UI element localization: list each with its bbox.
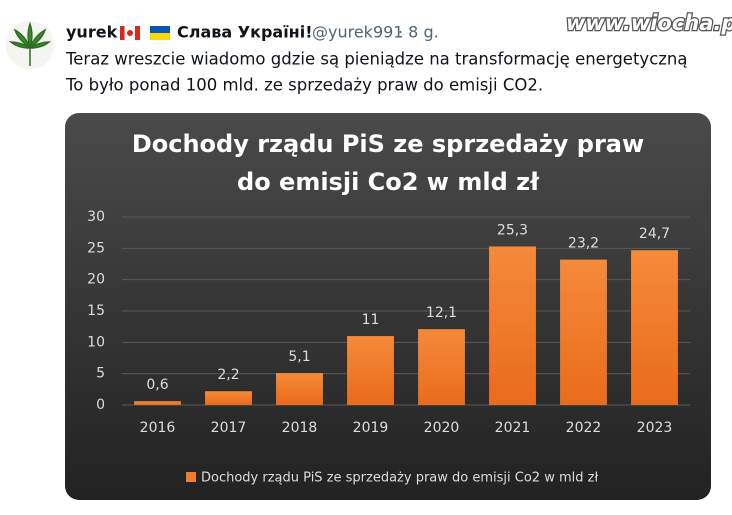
- author-handle[interactable]: @yurek991: [312, 23, 403, 42]
- tweet-text: To było ponad 100 mld. ze sprzedaży praw…: [65, 76, 543, 95]
- y-tick-label: 25: [87, 240, 105, 256]
- watermark: www.wiocha.pl: [566, 11, 732, 35]
- value-label: 24,7: [639, 226, 670, 242]
- author-tagline: Слава Україні!: [177, 23, 313, 42]
- y-tick-label: 5: [96, 366, 105, 382]
- legend-swatch: [186, 472, 196, 482]
- y-tick-label: 15: [87, 303, 105, 319]
- value-label: 0,6: [146, 377, 168, 393]
- x-tick-label: 2017: [211, 420, 247, 436]
- avatar-leaf: [8, 21, 52, 66]
- tweet-text: Teraz wreszcie wiadomo gdzie są pieniądz…: [65, 50, 688, 69]
- value-label: 25,3: [497, 222, 528, 238]
- flag-ca: [120, 25, 140, 41]
- bar: [489, 246, 536, 405]
- post-time[interactable]: · 8 g.: [398, 23, 439, 42]
- flag-ua: [150, 26, 170, 40]
- y-tick-label: 10: [87, 334, 105, 350]
- y-tick-label: 20: [87, 272, 105, 288]
- y-tick-label: 0: [96, 397, 105, 413]
- bar: [205, 391, 252, 405]
- bar: [134, 401, 181, 405]
- bar: [418, 329, 465, 405]
- x-tick-label: 2021: [495, 420, 531, 436]
- chart-title: do emisji Co2 w mld zł: [237, 168, 540, 196]
- author-name[interactable]: yurek: [66, 23, 118, 42]
- x-tick-label: 2023: [637, 420, 673, 436]
- x-tick-label: 2022: [566, 420, 602, 436]
- value-label: 23,2: [568, 236, 599, 252]
- bar: [347, 336, 394, 405]
- value-label: 5,1: [288, 349, 310, 365]
- legend-label: Dochody rządu PiS ze sprzedaży praw do e…: [201, 471, 598, 486]
- value-label: 12,1: [426, 305, 457, 321]
- value-label: 2,2: [217, 367, 239, 383]
- y-tick-label: 30: [87, 209, 105, 225]
- chart: Dochody rządu PiS ze sprzedaży praw do em…: [87, 130, 690, 486]
- bar: [631, 250, 678, 405]
- x-tick-label: 2018: [282, 420, 318, 436]
- x-tick-label: 2020: [424, 420, 460, 436]
- value-label: 11: [362, 312, 380, 328]
- avatar[interactable]: [6, 21, 54, 69]
- x-tick-label: 2016: [140, 420, 176, 436]
- bar: [276, 373, 323, 405]
- chart-title: Dochody rządu PiS ze sprzedaży praw: [132, 130, 644, 158]
- x-tick-label: 2019: [353, 420, 389, 436]
- bar: [560, 259, 607, 405]
